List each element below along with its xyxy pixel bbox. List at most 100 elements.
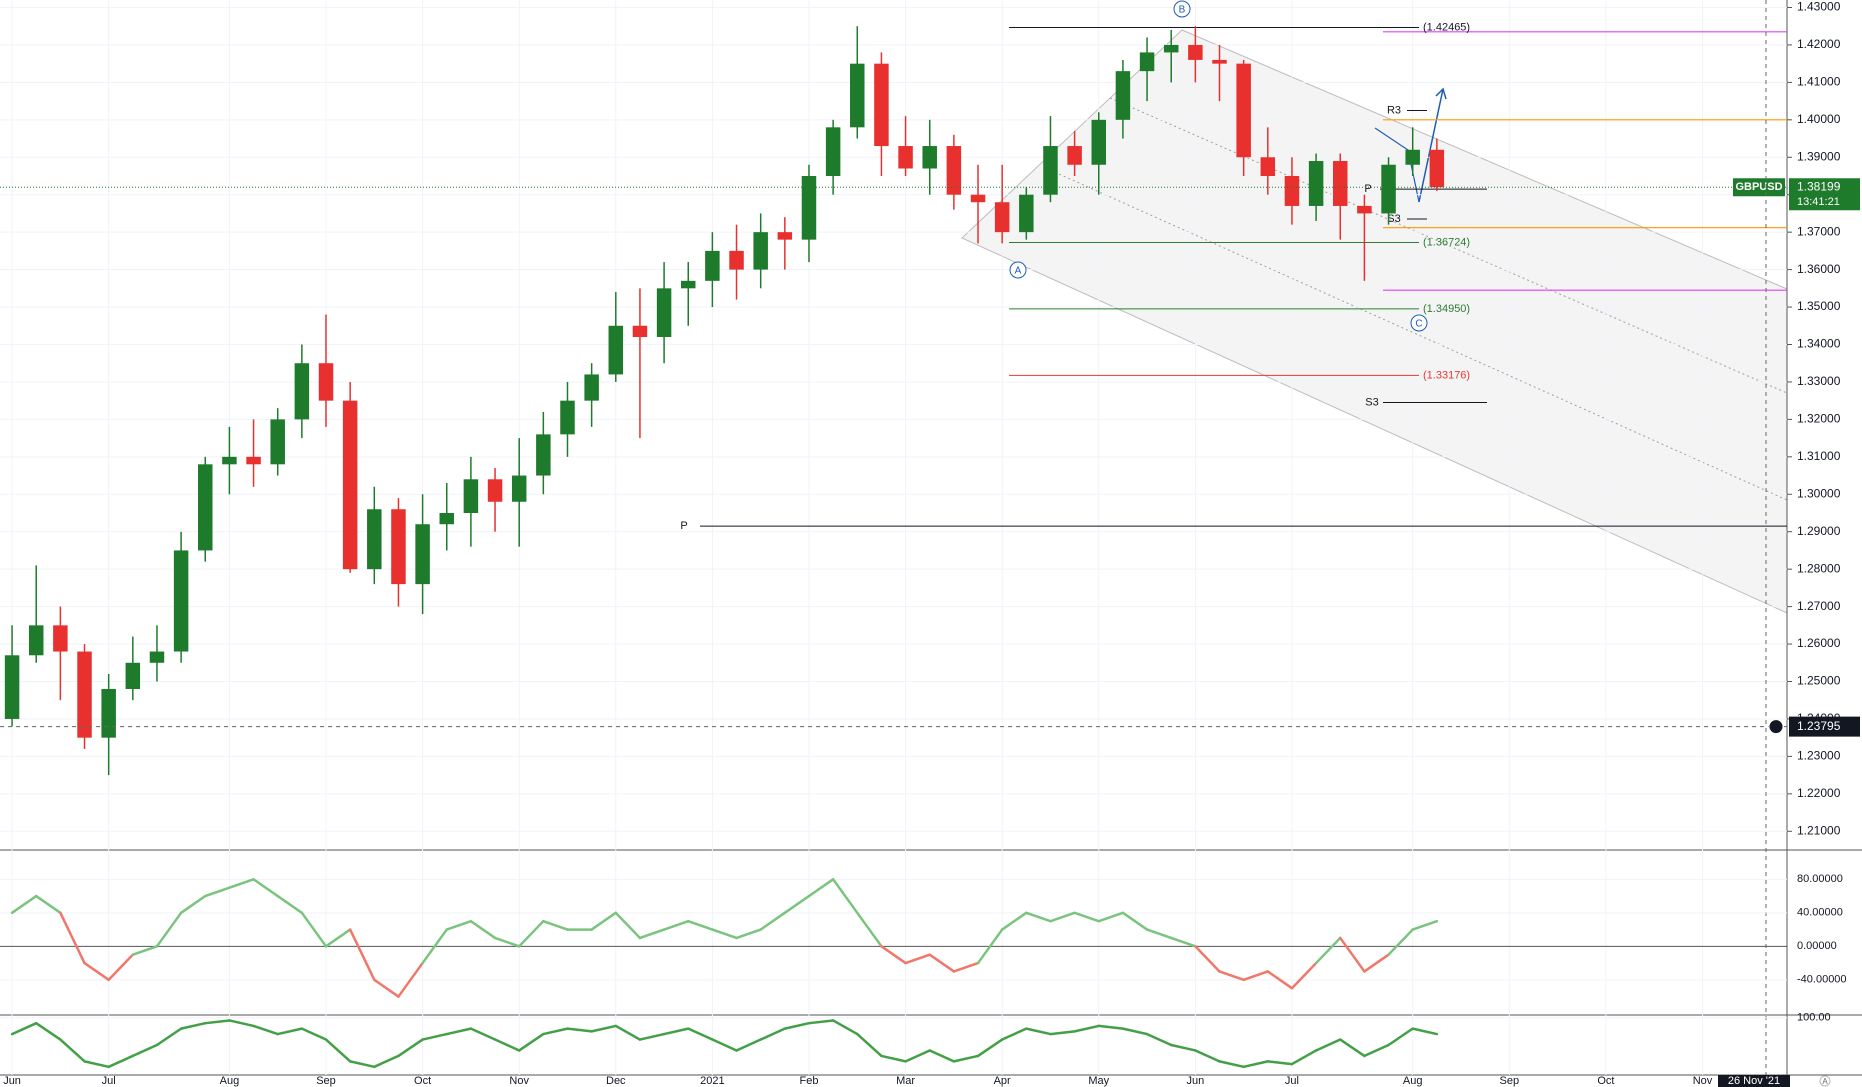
candle-body [994, 202, 1010, 233]
candle-body [1284, 175, 1300, 206]
level-label: (1.42465) [1423, 21, 1470, 33]
indicator-line [155, 911, 183, 948]
candle-body [1188, 44, 1203, 60]
y-tick-label: 1.31000 [1797, 449, 1841, 463]
y-tick-label: 1.28000 [1797, 561, 1841, 575]
channel-median [1109, 97, 1788, 394]
y-tick-label: 1.27000 [1797, 599, 1841, 613]
x-tick-label: Jun [1186, 1075, 1204, 1087]
indicator-line [590, 911, 618, 931]
indicator-line [1387, 928, 1414, 956]
indicator-line [1049, 911, 1076, 923]
indicator-line [131, 1043, 159, 1058]
candle-body [101, 688, 116, 738]
indicator-line [831, 878, 859, 915]
candle-body [77, 651, 92, 738]
indicator-line [686, 1027, 714, 1041]
candle-body [198, 464, 213, 551]
indicator-tick-label: 80.00000 [1797, 873, 1843, 885]
indicator-line [469, 1027, 497, 1041]
candle-body [294, 363, 310, 420]
candle-body [367, 509, 382, 570]
candle-body [825, 127, 841, 176]
y-tick-label: 1.22000 [1797, 786, 1841, 800]
y-tick-label: 1.29000 [1797, 524, 1841, 538]
y-tick-label: 1.43000 [1797, 0, 1841, 14]
candle-body [584, 374, 599, 401]
indicator-line [324, 1038, 352, 1063]
x-tick-label: Aug [1403, 1075, 1423, 1087]
x-tick-label: Feb [799, 1075, 818, 1087]
countdown-label: 13:41:21 [1797, 196, 1840, 208]
indicator-line [276, 894, 304, 915]
candle-body [1163, 44, 1179, 53]
indicator-line [735, 928, 762, 940]
x-tick-label: Oct [414, 1075, 431, 1087]
crosshair-price: 1.23795 [1797, 719, 1841, 733]
indicator-line [856, 911, 883, 948]
indicator-line [1339, 1038, 1366, 1058]
symbol-label: GBPUSD [1735, 181, 1782, 193]
indicator-line [252, 1024, 279, 1036]
indicator-line [590, 1024, 618, 1033]
candle-body [342, 400, 358, 570]
candle-body [1236, 63, 1251, 158]
indicator-line [59, 911, 86, 965]
candle-body [777, 232, 793, 240]
x-tick-label: Nov [509, 1075, 529, 1087]
candle-body [391, 509, 406, 585]
indicator-line [83, 961, 110, 982]
candle-body [28, 625, 44, 656]
candle-body [536, 434, 551, 476]
candle-body [1019, 194, 1034, 233]
candle-body [270, 419, 285, 465]
indicator-line [904, 953, 931, 965]
y-tick-label: 1.42000 [1797, 37, 1841, 51]
level-label: (1.34950) [1423, 303, 1470, 315]
indicator-line [107, 953, 135, 982]
candle-body [4, 655, 20, 719]
candle-body [753, 232, 768, 270]
x-tick-label: Dec [606, 1075, 626, 1087]
indicator-line [10, 1021, 38, 1036]
indicator-line [348, 1060, 376, 1069]
wave-label: C [1415, 319, 1422, 330]
candle-body [511, 475, 527, 502]
crosshair-price-box [1789, 716, 1860, 737]
y-tick-label: 1.40000 [1797, 112, 1841, 126]
candle-body [1308, 161, 1324, 206]
indicator-line [1025, 911, 1052, 923]
indicator-line [493, 936, 521, 948]
pivot-label: S3 [1365, 396, 1378, 408]
candle-body [608, 325, 624, 375]
indicator-line [59, 1038, 86, 1063]
indicator-line [1363, 953, 1390, 973]
indicator-line [276, 1027, 304, 1036]
indicator-line [1121, 1027, 1149, 1036]
indicator-line [807, 1019, 835, 1025]
candle-body [1067, 146, 1082, 165]
indicator-line [300, 1027, 328, 1041]
indicator-tick-label: 100.00 [1797, 1012, 1831, 1024]
x-tick-label: Oct [1597, 1075, 1614, 1087]
indicator-line [1097, 911, 1125, 923]
candle-body [632, 325, 648, 338]
candle-body [1405, 149, 1420, 165]
indicator-line [1169, 1043, 1197, 1052]
indicator-line [1073, 1024, 1101, 1033]
indicator-line [1000, 911, 1028, 931]
candle-body [1357, 205, 1372, 214]
last-price-label: 1.38199 [1797, 179, 1841, 193]
candle-body [439, 512, 454, 525]
indicator-line [614, 1024, 642, 1041]
indicator-line [1194, 945, 1221, 973]
candle-body [487, 479, 503, 502]
indicator-line [83, 1060, 110, 1069]
candle-body [680, 280, 696, 289]
candle-body [1139, 52, 1155, 72]
x-tick-label: Sep [316, 1075, 336, 1087]
x-tick-label: Aug [220, 1075, 240, 1087]
indicator-line [1387, 1027, 1414, 1047]
indicator-line [711, 928, 738, 940]
candle-body [1091, 119, 1107, 165]
